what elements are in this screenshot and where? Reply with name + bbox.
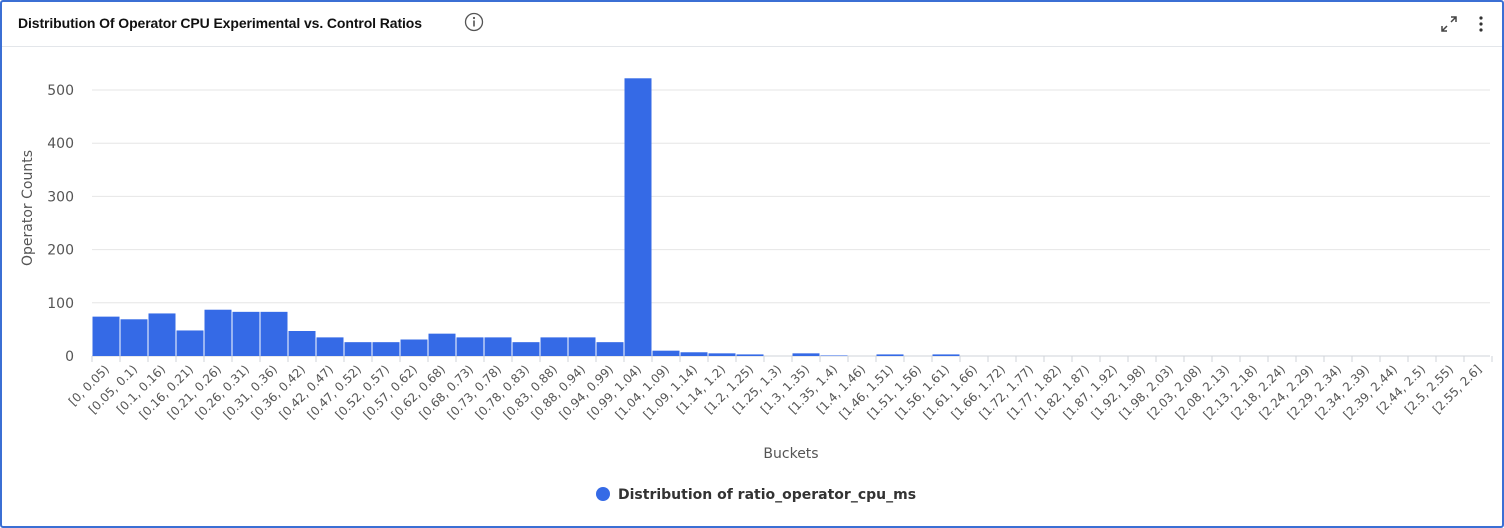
bar[interactable] [652,350,680,356]
bar[interactable] [400,339,428,356]
bar[interactable] [624,78,652,357]
bar[interactable] [456,337,484,356]
bar[interactable] [260,311,288,356]
kebab-menu-icon[interactable] [1476,14,1486,34]
legend-marker [596,487,610,501]
bar[interactable] [176,330,204,356]
bar[interactable] [120,319,148,356]
legend-item[interactable]: Distribution of ratio_operator_cpu_ms [596,487,916,503]
bar[interactable] [428,333,456,356]
y-tick-label: 0 [65,349,74,365]
panel-title: Distribution Of Operator CPU Experimenta… [18,15,422,31]
bars [92,78,960,357]
bar[interactable] [540,337,568,356]
bar[interactable] [344,342,372,356]
x-axis-label: Buckets [763,446,818,462]
grid-lines [92,89,1490,357]
bar[interactable] [92,316,120,356]
y-tick-label: 400 [47,136,74,152]
bar[interactable] [596,342,624,356]
bar[interactable] [876,354,904,356]
y-tick-label: 100 [47,296,74,312]
bar[interactable] [820,355,848,356]
bar[interactable] [680,352,708,356]
bar[interactable] [736,354,764,356]
y-tick-label: 300 [47,189,74,205]
bar[interactable] [568,337,596,356]
bar[interactable] [288,330,316,356]
bar[interactable] [316,337,344,356]
info-icon[interactable] [464,12,484,32]
bar[interactable] [792,353,820,356]
y-tick-label: 200 [47,243,74,259]
bar[interactable] [372,342,400,356]
bar[interactable] [932,354,960,356]
x-axis-ticks: [0, 0.05)[0.05, 0.1)[0.1, 0.16)[0.16, 0.… [66,356,1493,422]
bar[interactable] [204,309,232,356]
expand-icon[interactable] [1440,15,1458,33]
y-axis-label: Operator Counts [20,150,36,266]
legend-label: Distribution of ratio_operator_cpu_ms [618,487,916,503]
panel-header: Distribution Of Operator CPU Experimenta… [2,2,1502,47]
bar[interactable] [512,342,540,356]
bar[interactable] [484,337,512,356]
bar[interactable] [232,311,260,356]
y-tick-label: 500 [47,83,74,99]
y-axis-ticks: 0 100 200 300 400 500 [47,83,74,365]
bar[interactable] [708,353,736,356]
bar[interactable] [148,313,176,356]
